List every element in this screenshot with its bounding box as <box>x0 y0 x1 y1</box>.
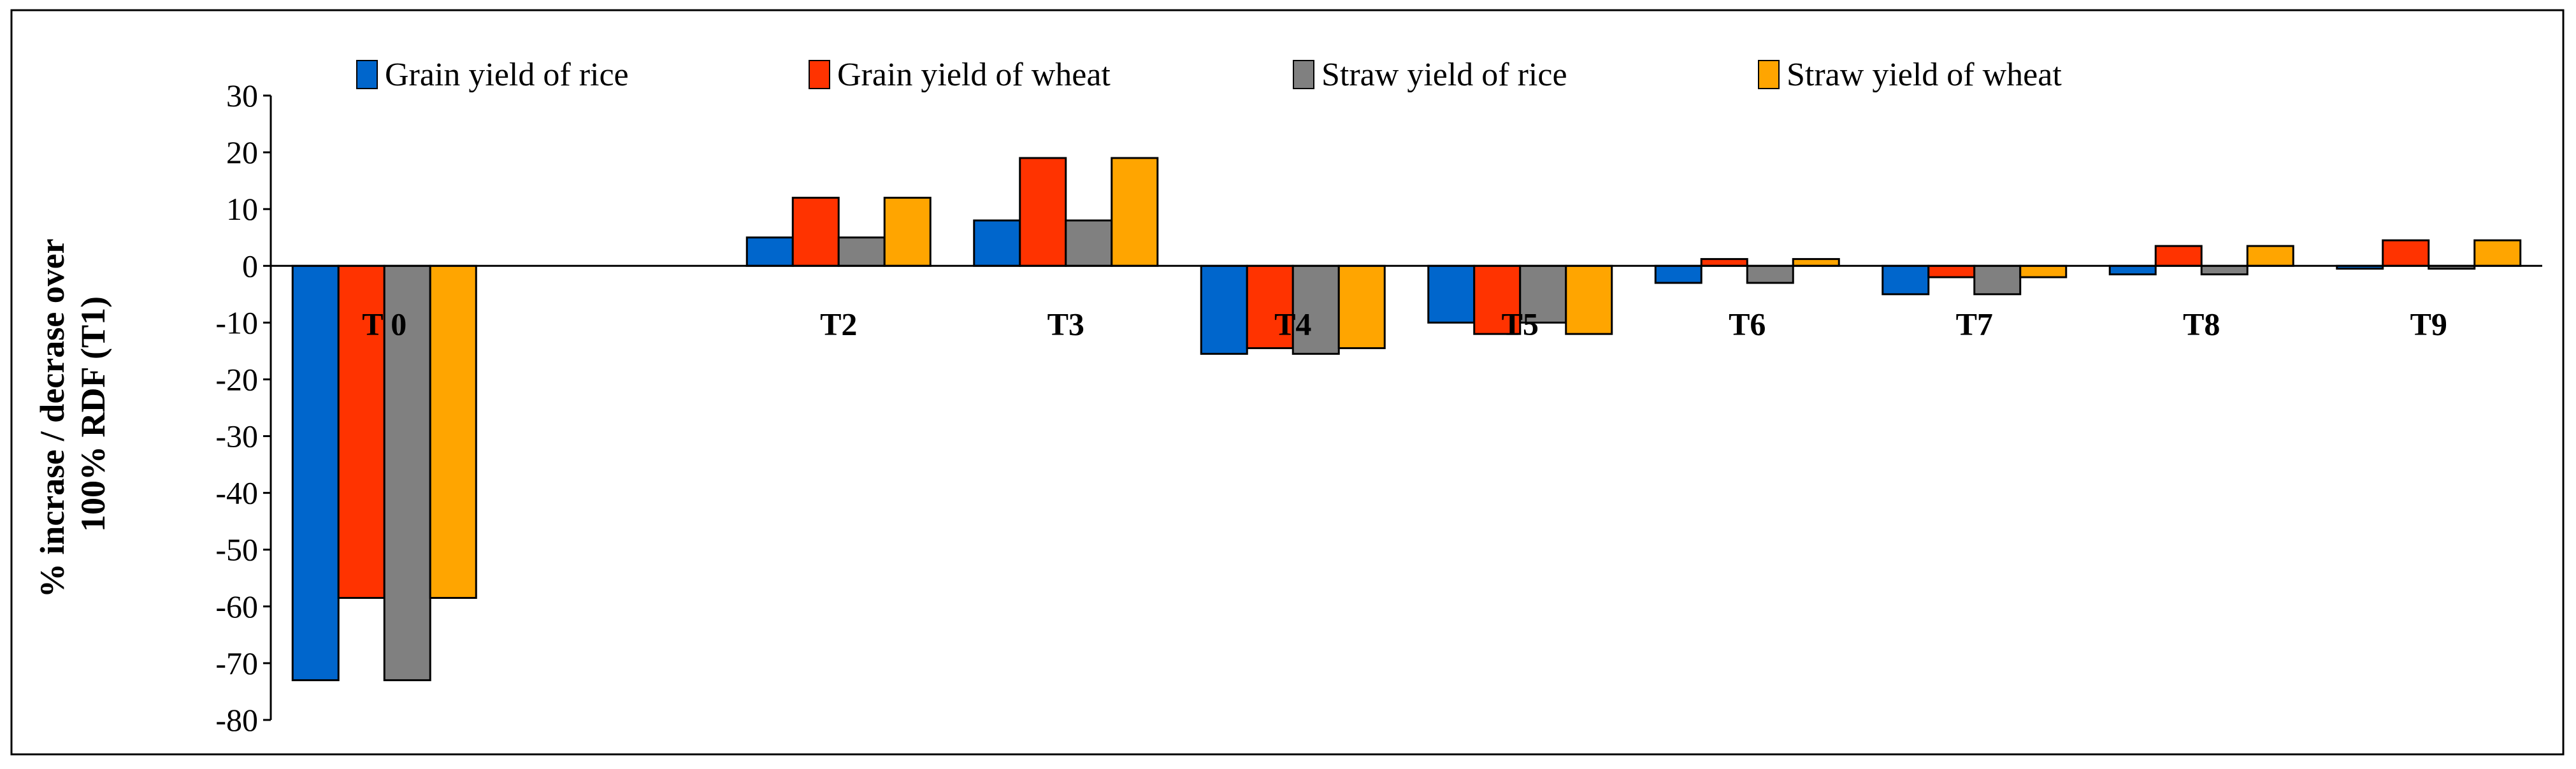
legend-label: Straw yield of rice <box>1321 57 1567 93</box>
category-label: T4 <box>1274 306 1311 341</box>
y-tick-label: -20 <box>215 361 258 397</box>
legend-swatch <box>809 60 830 89</box>
y-tick-label: -10 <box>215 305 258 340</box>
bar <box>1019 157 1067 267</box>
y-tick-label: -30 <box>215 419 258 454</box>
legend-swatch <box>356 60 378 89</box>
bar <box>2200 264 2249 276</box>
bar <box>1927 264 1976 278</box>
bar <box>2473 239 2522 267</box>
category-label: T7 <box>1956 306 1993 341</box>
bar <box>1065 219 1113 267</box>
y-axis-title-line-2: 100% RDF (T1) <box>74 296 112 532</box>
bar <box>1427 264 1476 324</box>
legend-label: Straw yield of wheat <box>1787 57 2062 93</box>
bar <box>337 264 385 599</box>
y-tick-label: -80 <box>215 702 258 738</box>
y-tick-label: 20 <box>226 134 258 170</box>
bar <box>1337 264 1386 349</box>
bar <box>429 264 477 599</box>
y-tick-label: -40 <box>215 475 258 511</box>
y-axis-title-line-1: % incrase / decrase over <box>33 239 71 598</box>
bar <box>1565 264 1613 335</box>
bar <box>791 196 840 267</box>
category-label: T3 <box>1047 306 1084 341</box>
bar <box>1882 264 1930 296</box>
legend-swatch <box>1758 60 1780 89</box>
bar <box>1746 264 1794 284</box>
y-tick-label: 10 <box>226 191 258 227</box>
legend-label: Grain yield of rice <box>385 57 629 93</box>
bar <box>745 236 794 267</box>
bar <box>1111 157 1159 267</box>
y-axis-title: % incrase / decrase over 100% RDF (T1) <box>33 231 112 598</box>
y-axis-ticks: 30 20 10 0 -10 -20 -30 -40 -50 -60 -70 -80 <box>215 78 271 738</box>
legend-label: Grain yield of wheat <box>837 57 1111 93</box>
y-tick-label: 0 <box>242 248 258 284</box>
y-tick-label: -50 <box>215 532 258 568</box>
category-label: T 0 <box>362 306 407 341</box>
legend: Grain yield of rice Grain yield of wheat S… <box>356 57 2062 93</box>
category-label: T5 <box>1502 306 1539 341</box>
bar <box>1700 258 1748 267</box>
category-label: T2 <box>820 306 857 341</box>
y-tick-label: -60 <box>215 589 258 624</box>
bar <box>1246 264 1294 349</box>
bars <box>291 157 2522 682</box>
bar <box>837 236 886 267</box>
y-tick-label: 30 <box>226 78 258 113</box>
bar <box>2246 245 2294 267</box>
bar <box>883 196 932 267</box>
category-label: T8 <box>2183 306 2220 341</box>
category-label: T9 <box>2410 306 2447 341</box>
bar <box>1654 264 1702 284</box>
category-label: T6 <box>1729 306 1766 341</box>
bar <box>1792 258 1840 267</box>
bar <box>1973 264 2022 296</box>
bar <box>2154 245 2203 267</box>
legend-swatch <box>1293 60 1314 89</box>
category-labels: T 0 T2 T3 T4 T5 T6 T7 T8 T9 <box>362 306 2447 341</box>
bar <box>1200 264 1248 355</box>
bar <box>973 219 1021 267</box>
bar <box>2382 239 2430 267</box>
bar <box>291 264 340 682</box>
bar <box>383 264 431 682</box>
bar <box>2108 264 2157 276</box>
bar <box>2019 264 2068 278</box>
y-tick-label: -70 <box>215 645 258 681</box>
